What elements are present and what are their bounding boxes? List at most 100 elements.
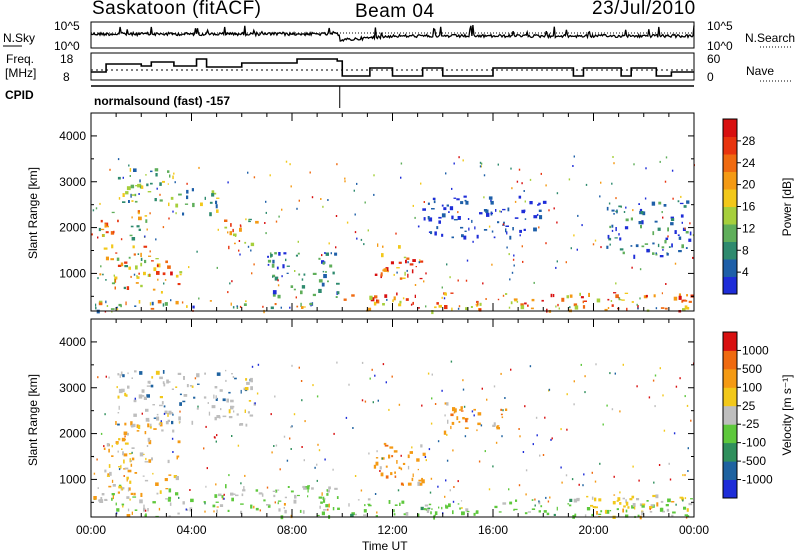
echo-cell [122, 374, 125, 378]
echo-cell [441, 296, 443, 299]
echo-cell [267, 504, 271, 508]
echo-cell [152, 472, 154, 475]
echo-cell [266, 504, 270, 506]
echo-cell [595, 363, 597, 366]
echo-cell [125, 191, 129, 195]
echo-cell [411, 477, 414, 482]
echo-cell [605, 509, 610, 514]
echo-cell [351, 294, 355, 297]
echo-cell [462, 388, 465, 391]
echo-cell [140, 262, 143, 267]
echo-cell [332, 468, 334, 471]
echo-cell [307, 495, 309, 498]
colorbar-tick-label: 8 [742, 243, 749, 257]
echo-cell [524, 200, 526, 203]
echo-cell [681, 497, 684, 501]
echo-cell [280, 306, 282, 309]
echo-cell [322, 270, 325, 273]
echo-cell [685, 231, 689, 234]
echo-cell [131, 237, 136, 241]
echo-cell [569, 498, 573, 502]
echo-cell [327, 508, 329, 511]
echo-cell [407, 482, 412, 486]
echo-cell [173, 172, 175, 175]
echo-cell [476, 234, 479, 239]
echo-cell [244, 387, 249, 391]
echo-cell [326, 489, 328, 492]
echo-cell [141, 185, 144, 189]
echo-cell [437, 440, 440, 443]
echo-cell [171, 437, 174, 440]
echo-cell [167, 419, 170, 422]
colorbar-tick-label: 12 [742, 221, 756, 235]
echo-cell [189, 489, 191, 491]
echo-cell [236, 305, 239, 309]
echo-cell [356, 182, 358, 185]
echo-cell [615, 227, 617, 232]
echo-cell [684, 514, 688, 517]
echo-cells-velocity [92, 360, 695, 520]
echo-cell [456, 416, 459, 421]
echo-cell [686, 306, 690, 310]
echo-cell [419, 277, 423, 280]
echo-cell [240, 482, 242, 485]
echo-cell [116, 306, 118, 309]
echo-cell [247, 171, 249, 174]
echo-cell [151, 457, 153, 461]
echo-cell [171, 388, 174, 390]
y-tick-label: 4000 [59, 335, 86, 349]
echo-cell [193, 396, 196, 399]
echo-cell [516, 180, 519, 183]
echo-cell [108, 376, 110, 379]
echo-cell [539, 454, 541, 457]
echo-cell [661, 211, 663, 214]
echo-cell [645, 167, 647, 170]
echo-cell [558, 307, 560, 310]
echo-cell [621, 299, 625, 301]
echo-cell [382, 363, 385, 366]
echo-cell [122, 193, 125, 197]
echo-cell [162, 370, 165, 374]
echo-cell [206, 467, 208, 470]
echo-cell [100, 228, 105, 231]
colorbar-tick-label: 28 [742, 134, 756, 148]
echo-cell [438, 220, 441, 224]
echo-cell [277, 489, 280, 491]
echo-cell [270, 413, 272, 416]
echo-cell [155, 482, 159, 486]
echo-cell [298, 199, 300, 202]
echo-cell [161, 429, 164, 432]
echo-cell [638, 479, 640, 482]
echo-cell [334, 252, 338, 256]
echo-cell [316, 514, 320, 517]
echo-cell [586, 507, 591, 511]
echo-cell [128, 164, 130, 167]
echo-cell [240, 503, 244, 505]
echo-cell [688, 238, 692, 242]
echo-cell [321, 282, 325, 287]
echo-cell [363, 243, 365, 246]
echo-cell [139, 371, 143, 375]
echo-cell [228, 245, 230, 250]
echo-cell [667, 235, 669, 238]
echo-cell [588, 292, 590, 297]
echo-cell [165, 260, 168, 264]
colorbar-tick-label: 25 [742, 399, 756, 413]
echo-cell [407, 454, 410, 459]
echo-cell [112, 484, 116, 487]
colorbar-tick-label: -1000 [742, 473, 773, 487]
echo-cell [471, 219, 473, 223]
echo-cell [290, 490, 294, 493]
echo-cell [155, 238, 157, 241]
echo-cell [120, 486, 123, 491]
echo-cell [123, 286, 126, 290]
echo-cell [679, 377, 681, 380]
echo-cell [318, 257, 321, 260]
echo-cell [133, 492, 136, 496]
echo-cell [368, 504, 372, 507]
echo-cell [632, 503, 636, 507]
echo-cell [129, 175, 131, 177]
echo-cell [155, 173, 158, 177]
echo-cell [299, 509, 302, 513]
echo-cell [462, 379, 464, 382]
